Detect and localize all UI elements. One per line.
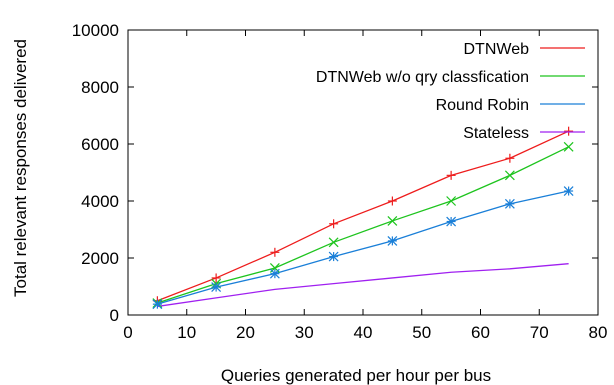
x-tick-label: 20: [236, 323, 255, 342]
axis-ticks: 0 10 20 30 40 50 60 70 80 0 2000 4000 6000 8000 10000: [72, 21, 608, 342]
y-tick-label: 8000: [81, 78, 119, 97]
series-line-1: [157, 146, 569, 304]
x-tick-label: 30: [295, 323, 314, 342]
y-tick-label: 2000: [81, 249, 119, 268]
series-line-2: [157, 190, 569, 305]
data-point-2-4: [387, 235, 398, 246]
x-tick-label: 10: [177, 323, 196, 342]
x-tick-label: 50: [412, 323, 431, 342]
data-point-0-6: [505, 153, 515, 163]
legend-label-1: DTNWeb w/o qry classfication: [316, 69, 529, 86]
series-lines: [157, 130, 569, 308]
data-point-0-1: [211, 273, 221, 283]
y-axis-label: Total relevant responses delivered: [11, 39, 30, 297]
data-point-2-5: [446, 216, 457, 227]
data-point-0-2: [270, 247, 280, 257]
series-line-3: [157, 263, 569, 308]
data-point-2-3: [328, 251, 339, 262]
x-axis-label: Queries generated per hour per bus: [221, 366, 491, 385]
data-point-1-3: [328, 237, 339, 248]
data-point-2-1: [211, 282, 222, 292]
y-tick-label: 4000: [81, 192, 119, 211]
legend-label-3: Stateless: [463, 125, 529, 142]
data-point-0-4: [387, 196, 397, 206]
legend-label-0: DTNWeb: [464, 41, 530, 58]
data-point-2-6: [504, 198, 515, 209]
legend: DTNWeb DTNWeb w/o qry classfication Round …: [316, 41, 585, 142]
data-point-1-7: [563, 141, 574, 152]
data-point-2-7: [563, 186, 574, 196]
y-tick-label: 10000: [72, 21, 119, 40]
series-line-0: [157, 130, 569, 302]
data-point-1-4: [387, 216, 398, 226]
y-tick-label: 6000: [81, 135, 119, 154]
y-tick-label: 0: [110, 306, 119, 325]
data-point-1-6: [504, 170, 515, 181]
x-tick-label: 60: [471, 323, 490, 342]
series-markers: [152, 126, 574, 310]
data-point-0-3: [329, 219, 339, 229]
x-tick-label: 70: [530, 323, 549, 342]
x-tick-label: 0: [123, 323, 132, 342]
data-point-0-7: [564, 126, 574, 136]
x-tick-label: 80: [589, 323, 608, 342]
data-point-1-5: [446, 196, 457, 206]
data-point-0-5: [446, 170, 456, 180]
data-point-2-0: [152, 299, 163, 310]
x-tick-label: 40: [354, 323, 373, 342]
legend-label-2: Round Robin: [436, 97, 529, 114]
data-point-2-2: [269, 268, 280, 279]
